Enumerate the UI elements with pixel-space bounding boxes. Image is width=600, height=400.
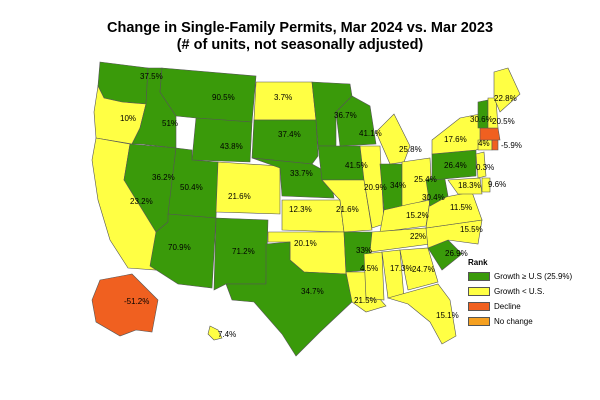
legend-label: Growth < U.S. [494, 286, 545, 296]
state-label-nv: 36.2% [152, 173, 175, 182]
state-label-mo: 21.6% [336, 205, 359, 214]
map-title: Change in Single-Family Permits, Mar 202… [0, 20, 600, 54]
state-az [149, 213, 217, 289]
title-line-1: Change in Single-Family Permits, Mar 202… [106, 20, 494, 36]
legend-label: No change [494, 316, 533, 326]
state-label-ms: 4.5% [360, 264, 378, 273]
legend-item: Decline [468, 301, 572, 311]
state-ak [91, 273, 159, 337]
state-label-az: 70.9% [168, 243, 191, 252]
state-nj [475, 151, 487, 179]
state-ms [363, 251, 385, 301]
state-sd [251, 119, 319, 165]
state-label-md: 18.3% [458, 181, 481, 190]
state-label-wi: 41.1% [359, 129, 382, 138]
state-label-ga: 24.7% [412, 265, 435, 274]
state-wi [335, 95, 377, 147]
state-mt [159, 67, 257, 123]
state-label-ks: 12.3% [289, 205, 312, 214]
state-label-ok: 20.1% [294, 239, 317, 248]
state-label-nj: 0.3% [476, 163, 494, 172]
legend-item: Growth < U.S. [468, 286, 572, 296]
state-label-nh: 20.5% [492, 117, 515, 126]
state-ga [399, 247, 439, 291]
state-label-ut: 50.4% [180, 183, 203, 192]
state-label-ia: 41.5% [345, 161, 368, 170]
legend-item: No change [468, 316, 572, 326]
state-label-ct: 4% [478, 139, 490, 148]
state-il [359, 145, 385, 229]
state-de [481, 177, 491, 193]
state-label-tx: 34.7% [301, 287, 324, 296]
state-label-mn: 36.7% [334, 111, 357, 120]
state-label-wa: 37.5% [140, 72, 163, 81]
legend: Rank Growth ≥ U.S (25.9%) Growth < U.S. De… [468, 258, 572, 331]
state-tx [225, 241, 355, 357]
state-label-hi: 7.4% [218, 330, 236, 339]
state-fl [386, 283, 457, 345]
state-label-sd: 37.4% [278, 130, 301, 139]
state-label-oh: 25.4% [414, 175, 437, 184]
state-label-il: 20.9% [364, 183, 387, 192]
legend-swatch [468, 286, 490, 296]
state-mi [375, 113, 411, 165]
legend-swatch [468, 301, 490, 311]
state-label-la: 21.5% [354, 296, 377, 305]
legend-label: Decline [494, 301, 521, 311]
state-label-co: 21.6% [228, 192, 251, 201]
state-me [493, 67, 521, 113]
state-md [447, 177, 483, 195]
state-label-ar: 33% [356, 246, 372, 255]
state-ri [491, 139, 499, 151]
state-label-nc: 15.5% [460, 225, 483, 234]
state-label-pa: 26.4% [444, 161, 467, 170]
state-label-nm: 71.2% [232, 247, 255, 256]
state-hi [207, 325, 223, 341]
state-label-al: 17.3% [390, 264, 413, 273]
state-co [215, 161, 281, 215]
state-label-mi: 25.8% [399, 145, 422, 154]
state-label-wv: 30.4% [422, 193, 445, 202]
legend-item: Growth ≥ U.S (25.9%) [468, 271, 572, 281]
legend-title: Rank [468, 258, 488, 267]
state-label-or: 10% [120, 114, 136, 123]
state-wa [97, 61, 149, 105]
state-label-ne: 33.7% [290, 169, 313, 178]
state-nh [487, 97, 499, 129]
legend-swatch [468, 316, 490, 326]
state-label-va: 11.5% [450, 203, 472, 212]
state-va [425, 191, 483, 229]
state-label-mt: 90.5% [212, 93, 235, 102]
legend-swatch [468, 271, 490, 281]
state-label-tn: 22% [410, 232, 426, 241]
title-line-2: (# of units, not seasonally adjusted) [176, 37, 424, 53]
state-label-de: 9.6% [488, 180, 506, 189]
state-label-ri: -5.9% [501, 141, 522, 150]
state-label-nd: 3.7% [274, 93, 292, 102]
state-mn [311, 81, 353, 147]
state-label-ky: 15.2% [406, 211, 429, 220]
state-label-in: 34% [390, 181, 406, 190]
state-ne [251, 157, 335, 199]
state-label-ny: 17.6% [444, 135, 467, 144]
state-label-fl: 15.1% [436, 311, 459, 320]
state-label-sc: 26.9% [445, 249, 468, 258]
state-label-id: 51% [162, 119, 178, 128]
state-label-ak: -51.2% [124, 297, 149, 306]
state-label-vt: 30.6% [470, 115, 493, 124]
state-label-ca: 23.2% [130, 197, 153, 206]
state-label-wy: 43.8% [220, 142, 243, 151]
legend-label: Growth ≥ U.S (25.9%) [494, 271, 573, 281]
state-al [381, 249, 405, 299]
state-wy [191, 117, 253, 163]
state-label-me: 22.8% [494, 94, 517, 103]
